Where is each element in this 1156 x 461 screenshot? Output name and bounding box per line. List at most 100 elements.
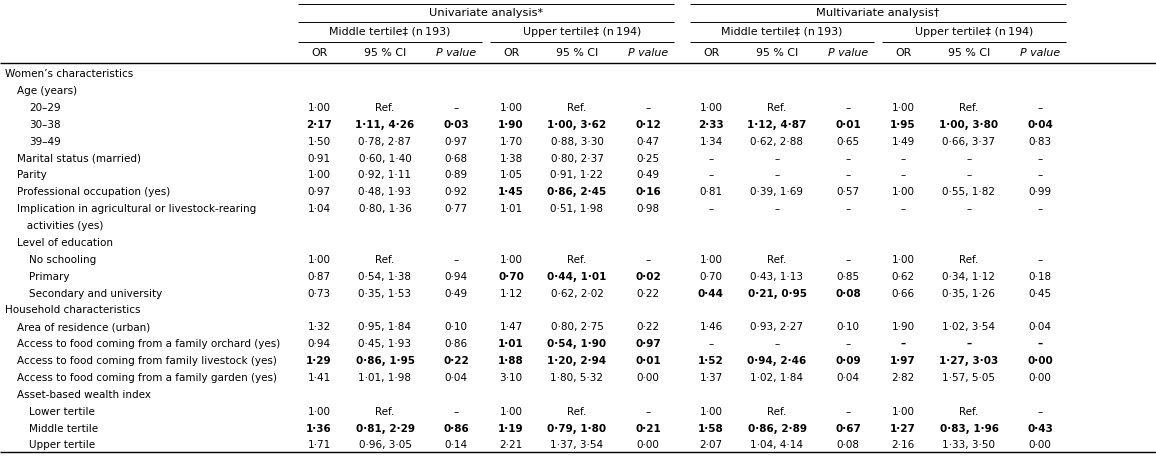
Text: 0·95, 1·84: 0·95, 1·84 — [358, 322, 412, 332]
Text: 1·04, 4·14: 1·04, 4·14 — [750, 440, 803, 450]
Text: 1·37: 1·37 — [699, 373, 722, 383]
Text: 1·57, 5·05: 1·57, 5·05 — [942, 373, 995, 383]
Text: Ref.: Ref. — [568, 255, 587, 265]
Text: 0·97: 0·97 — [307, 187, 331, 197]
Text: 0·94: 0·94 — [307, 339, 331, 349]
Text: 1·36: 1·36 — [306, 424, 332, 433]
Text: 0·22: 0·22 — [443, 356, 469, 366]
Text: 0·55, 1·82: 0·55, 1·82 — [942, 187, 995, 197]
Text: 1·04: 1·04 — [307, 204, 331, 214]
Text: 0·85: 0·85 — [837, 272, 860, 282]
Text: 0·80, 2·37: 0·80, 2·37 — [550, 154, 603, 164]
Text: Lower tertile: Lower tertile — [29, 407, 95, 417]
Text: 0·16: 0·16 — [635, 187, 661, 197]
Text: 0·00: 0·00 — [637, 440, 659, 450]
Text: 0·91, 1·22: 0·91, 1·22 — [550, 171, 603, 181]
Text: –: – — [453, 407, 459, 417]
Text: 0·35, 1·53: 0·35, 1·53 — [358, 289, 412, 299]
Text: Middle tertile: Middle tertile — [29, 424, 98, 433]
Text: 1·27: 1·27 — [890, 424, 916, 433]
Text: 0·22: 0·22 — [637, 322, 660, 332]
Text: –: – — [1037, 255, 1043, 265]
Text: No schooling: No schooling — [29, 255, 96, 265]
Text: Ref.: Ref. — [768, 407, 787, 417]
Text: 1·01: 1·01 — [498, 339, 524, 349]
Text: 95 % CI: 95 % CI — [948, 48, 991, 58]
Text: 1·34: 1·34 — [699, 137, 722, 147]
Text: 0·62: 0·62 — [891, 272, 914, 282]
Text: 0·39, 1·69: 0·39, 1·69 — [750, 187, 803, 197]
Text: Upper tertile‡ (n 194): Upper tertile‡ (n 194) — [523, 27, 642, 37]
Text: 0·08: 0·08 — [835, 289, 861, 299]
Text: 0·60, 1·40: 0·60, 1·40 — [358, 154, 412, 164]
Text: 1·11, 4·26: 1·11, 4·26 — [355, 120, 415, 130]
Text: –: – — [453, 255, 459, 265]
Text: 1·01, 1·98: 1·01, 1·98 — [358, 373, 412, 383]
Text: 1·97: 1·97 — [890, 356, 916, 366]
Text: 0·88, 3·30: 0·88, 3·30 — [550, 137, 603, 147]
Text: Upper tertile‡ (n 194): Upper tertile‡ (n 194) — [914, 27, 1033, 37]
Text: 0·22: 0·22 — [637, 289, 660, 299]
Text: 1·49: 1·49 — [891, 137, 914, 147]
Text: 1·02, 3·54: 1·02, 3·54 — [942, 322, 995, 332]
Text: –: – — [1037, 407, 1043, 417]
Text: Middle tertile‡ (n 193): Middle tertile‡ (n 193) — [329, 27, 451, 37]
Text: 1·33, 3·50: 1·33, 3·50 — [942, 440, 995, 450]
Text: 1·58: 1·58 — [698, 424, 724, 433]
Text: 2·16: 2·16 — [891, 440, 914, 450]
Text: 0·86, 2·89: 0·86, 2·89 — [748, 424, 807, 433]
Text: 1·71: 1·71 — [307, 440, 331, 450]
Text: 0·34, 1·12: 0·34, 1·12 — [942, 272, 995, 282]
Text: P value: P value — [828, 48, 868, 58]
Text: 0·49: 0·49 — [637, 171, 660, 181]
Text: 0·73: 0·73 — [307, 289, 331, 299]
Text: Ref.: Ref. — [568, 103, 587, 113]
Text: –: – — [709, 339, 713, 349]
Text: 2·07: 2·07 — [699, 440, 722, 450]
Text: 0·62, 2·02: 0·62, 2·02 — [550, 289, 603, 299]
Text: 1·80, 5·32: 1·80, 5·32 — [550, 373, 603, 383]
Text: OR: OR — [503, 48, 519, 58]
Text: Ref.: Ref. — [376, 407, 394, 417]
Text: 0·92, 1·11: 0·92, 1·11 — [358, 171, 412, 181]
Text: 0·91: 0·91 — [307, 154, 331, 164]
Text: 0·70: 0·70 — [699, 272, 722, 282]
Text: 1·95: 1·95 — [890, 120, 916, 130]
Text: 39–49: 39–49 — [29, 137, 61, 147]
Text: 0·83, 1·96: 0·83, 1·96 — [940, 424, 999, 433]
Text: 1·00: 1·00 — [499, 103, 523, 113]
Text: 0·49: 0·49 — [444, 289, 467, 299]
Text: 0·44: 0·44 — [698, 289, 724, 299]
Text: 0·54, 1·90: 0·54, 1·90 — [548, 339, 607, 349]
Text: Asset-based wealth index: Asset-based wealth index — [17, 390, 151, 400]
Text: P value: P value — [628, 48, 668, 58]
Text: 1·52: 1·52 — [698, 356, 724, 366]
Text: 0·81: 0·81 — [699, 187, 722, 197]
Text: OR: OR — [703, 48, 719, 58]
Text: –: – — [709, 204, 713, 214]
Text: 0·35, 1·26: 0·35, 1·26 — [942, 289, 995, 299]
Text: 0·80, 2·75: 0·80, 2·75 — [550, 322, 603, 332]
Text: 0·87: 0·87 — [307, 272, 331, 282]
Text: 1·19: 1·19 — [498, 424, 524, 433]
Text: 1·50: 1·50 — [307, 137, 331, 147]
Text: Upper tertile: Upper tertile — [29, 440, 95, 450]
Text: 1·00: 1·00 — [307, 103, 331, 113]
Text: –: – — [775, 154, 779, 164]
Text: 0·94, 2·46: 0·94, 2·46 — [748, 356, 807, 366]
Text: –: – — [645, 103, 651, 113]
Text: 0·04: 0·04 — [1029, 322, 1052, 332]
Text: 2·82: 2·82 — [891, 373, 914, 383]
Text: Ref.: Ref. — [959, 103, 979, 113]
Text: –: – — [901, 171, 905, 181]
Text: 1·47: 1·47 — [499, 322, 523, 332]
Text: 0·43, 1·13: 0·43, 1·13 — [750, 272, 803, 282]
Text: –: – — [775, 339, 779, 349]
Text: Primary: Primary — [29, 272, 69, 282]
Text: 1·00: 1·00 — [699, 255, 722, 265]
Text: 1·41: 1·41 — [307, 373, 331, 383]
Text: 0·77: 0·77 — [444, 204, 467, 214]
Text: 1·37, 3·54: 1·37, 3·54 — [550, 440, 603, 450]
Text: 0·81, 2·29: 0·81, 2·29 — [356, 424, 415, 433]
Text: 1·00: 1·00 — [891, 103, 914, 113]
